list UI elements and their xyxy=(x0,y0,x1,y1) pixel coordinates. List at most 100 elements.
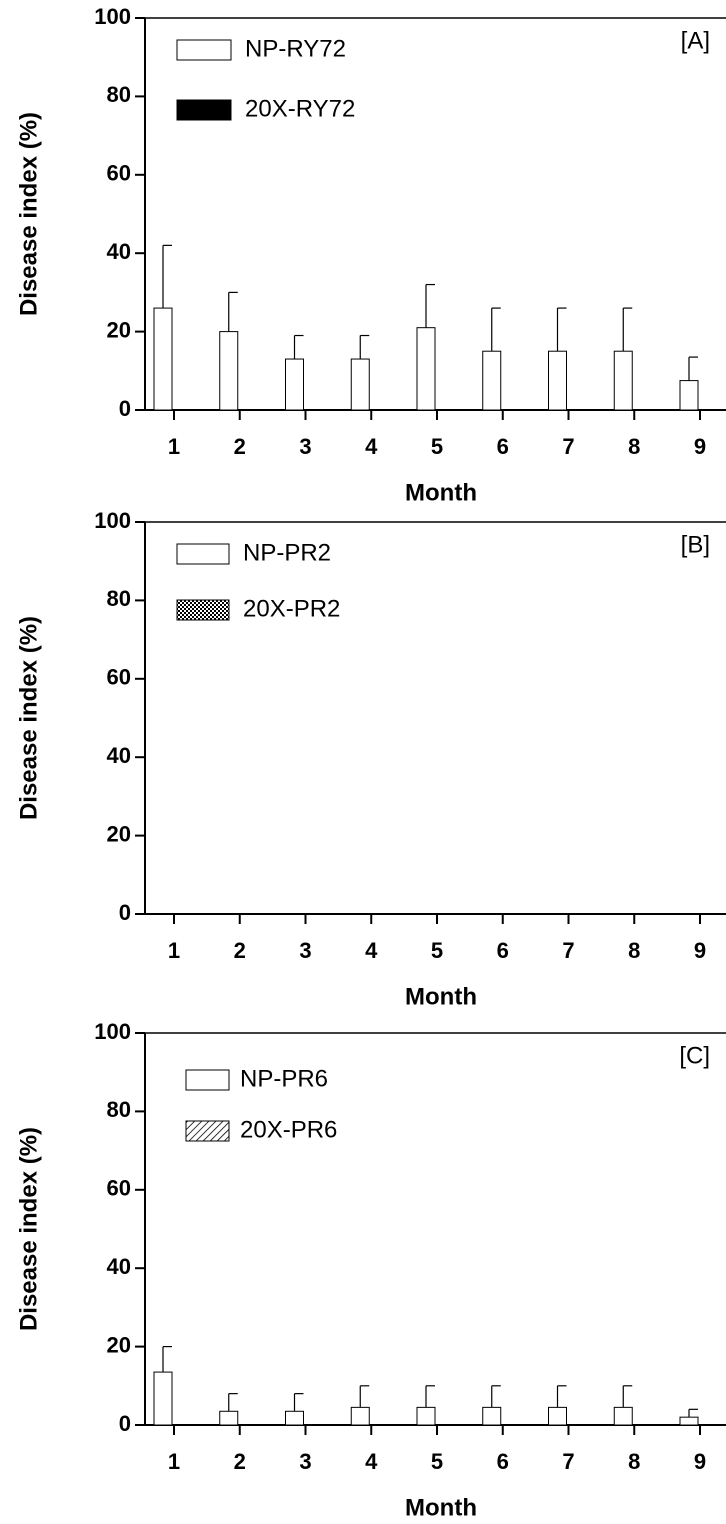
x-tick-label: 1 xyxy=(168,434,180,459)
x-tick-label: 6 xyxy=(497,938,509,963)
legend-swatch xyxy=(177,544,229,564)
x-tick-label: 8 xyxy=(628,434,640,459)
error-bar xyxy=(295,1394,304,1412)
error-bar xyxy=(229,292,238,331)
x-tick-label: 1 xyxy=(168,1449,180,1474)
bar xyxy=(614,1407,632,1425)
x-axis-label: Month xyxy=(405,983,477,1010)
x-tick-label: 1 xyxy=(168,938,180,963)
legend-swatch xyxy=(177,600,229,620)
x-tick-label: 8 xyxy=(628,938,640,963)
panel-label: [C] xyxy=(679,1042,710,1069)
y-tick-label: 60 xyxy=(107,161,131,186)
bar xyxy=(154,308,172,410)
panel-label: [B] xyxy=(681,531,710,558)
bar xyxy=(220,1411,238,1425)
legend-label: 20X-PR2 xyxy=(243,595,340,622)
legend-swatch xyxy=(177,100,231,120)
error-bar xyxy=(295,336,304,360)
bar xyxy=(154,1372,172,1425)
bar xyxy=(549,1407,567,1425)
y-axis-label: Disease index (%) xyxy=(15,616,42,820)
error-bar xyxy=(229,1394,238,1412)
x-tick-label: 3 xyxy=(299,1449,311,1474)
y-tick-label: 40 xyxy=(107,743,131,768)
legend-label: NP-RY72 xyxy=(245,35,346,62)
error-bar xyxy=(360,336,369,360)
figure: 020406080100Disease index (%)Month[A]123… xyxy=(0,0,726,1524)
y-tick-label: 100 xyxy=(94,1019,131,1044)
x-tick-label: 9 xyxy=(694,434,706,459)
error-bar xyxy=(558,308,567,351)
y-axis-label: Disease index (%) xyxy=(15,1127,42,1331)
y-tick-label: 0 xyxy=(119,1411,131,1436)
x-tick-label: 7 xyxy=(562,434,574,459)
y-tick-label: 20 xyxy=(107,821,131,846)
x-tick-label: 5 xyxy=(431,938,443,963)
x-tick-label: 6 xyxy=(497,1449,509,1474)
page: {"chart_data": [ {"type": "bar", "panel_… xyxy=(0,0,726,1524)
y-tick-label: 80 xyxy=(107,1097,131,1122)
error-bar xyxy=(623,308,632,351)
error-bar xyxy=(163,1347,172,1372)
bar xyxy=(220,332,238,410)
x-tick-label: 5 xyxy=(431,1449,443,1474)
bar xyxy=(483,351,501,410)
x-tick-label: 4 xyxy=(365,1449,378,1474)
bar xyxy=(614,351,632,410)
legend-label: 20X-RY72 xyxy=(245,95,355,122)
y-tick-label: 80 xyxy=(107,82,131,107)
error-bar xyxy=(426,1386,435,1408)
legend-swatch xyxy=(186,1121,229,1141)
x-tick-label: 4 xyxy=(365,938,378,963)
y-tick-label: 0 xyxy=(119,900,131,925)
x-tick-label: 3 xyxy=(299,938,311,963)
y-tick-label: 100 xyxy=(94,4,131,29)
y-tick-label: 60 xyxy=(107,665,131,690)
bar xyxy=(286,359,304,410)
error-bar xyxy=(163,245,172,308)
y-axis-label: Disease index (%) xyxy=(15,112,42,316)
x-tick-label: 5 xyxy=(431,434,443,459)
legend-swatch xyxy=(177,40,231,60)
y-tick-label: 40 xyxy=(107,239,131,264)
error-bar xyxy=(689,1409,698,1417)
x-tick-label: 2 xyxy=(234,1449,246,1474)
y-tick-label: 100 xyxy=(94,508,131,533)
x-tick-label: 9 xyxy=(694,938,706,963)
error-bar xyxy=(492,308,501,351)
x-axis-label: Month xyxy=(405,1494,477,1521)
x-tick-label: 6 xyxy=(497,434,509,459)
y-tick-label: 60 xyxy=(107,1176,131,1201)
bar xyxy=(417,1407,435,1425)
error-bar xyxy=(492,1386,501,1408)
x-tick-label: 8 xyxy=(628,1449,640,1474)
legend-label: NP-PR6 xyxy=(240,1065,328,1092)
x-tick-label: 7 xyxy=(562,938,574,963)
panel-label: [A] xyxy=(681,27,710,54)
x-tick-label: 2 xyxy=(234,938,246,963)
y-tick-label: 80 xyxy=(107,586,131,611)
x-axis-label: Month xyxy=(405,479,477,506)
bar xyxy=(351,359,369,410)
bar xyxy=(680,381,698,410)
bar xyxy=(286,1411,304,1425)
bar xyxy=(549,351,567,410)
error-bar xyxy=(360,1386,369,1408)
x-tick-label: 3 xyxy=(299,434,311,459)
bar xyxy=(417,328,435,410)
bar xyxy=(351,1407,369,1425)
legend-label: 20X-PR6 xyxy=(240,1116,337,1143)
legend-label: NP-PR2 xyxy=(243,539,331,566)
x-tick-label: 9 xyxy=(694,1449,706,1474)
y-tick-label: 0 xyxy=(119,396,131,421)
bar xyxy=(680,1417,698,1425)
bar xyxy=(483,1407,501,1425)
x-tick-label: 2 xyxy=(234,434,246,459)
error-bar xyxy=(426,285,435,328)
legend-swatch xyxy=(186,1070,229,1090)
x-tick-label: 7 xyxy=(562,1449,574,1474)
error-bar xyxy=(689,357,698,381)
y-tick-label: 20 xyxy=(107,1332,131,1357)
x-tick-label: 4 xyxy=(365,434,378,459)
